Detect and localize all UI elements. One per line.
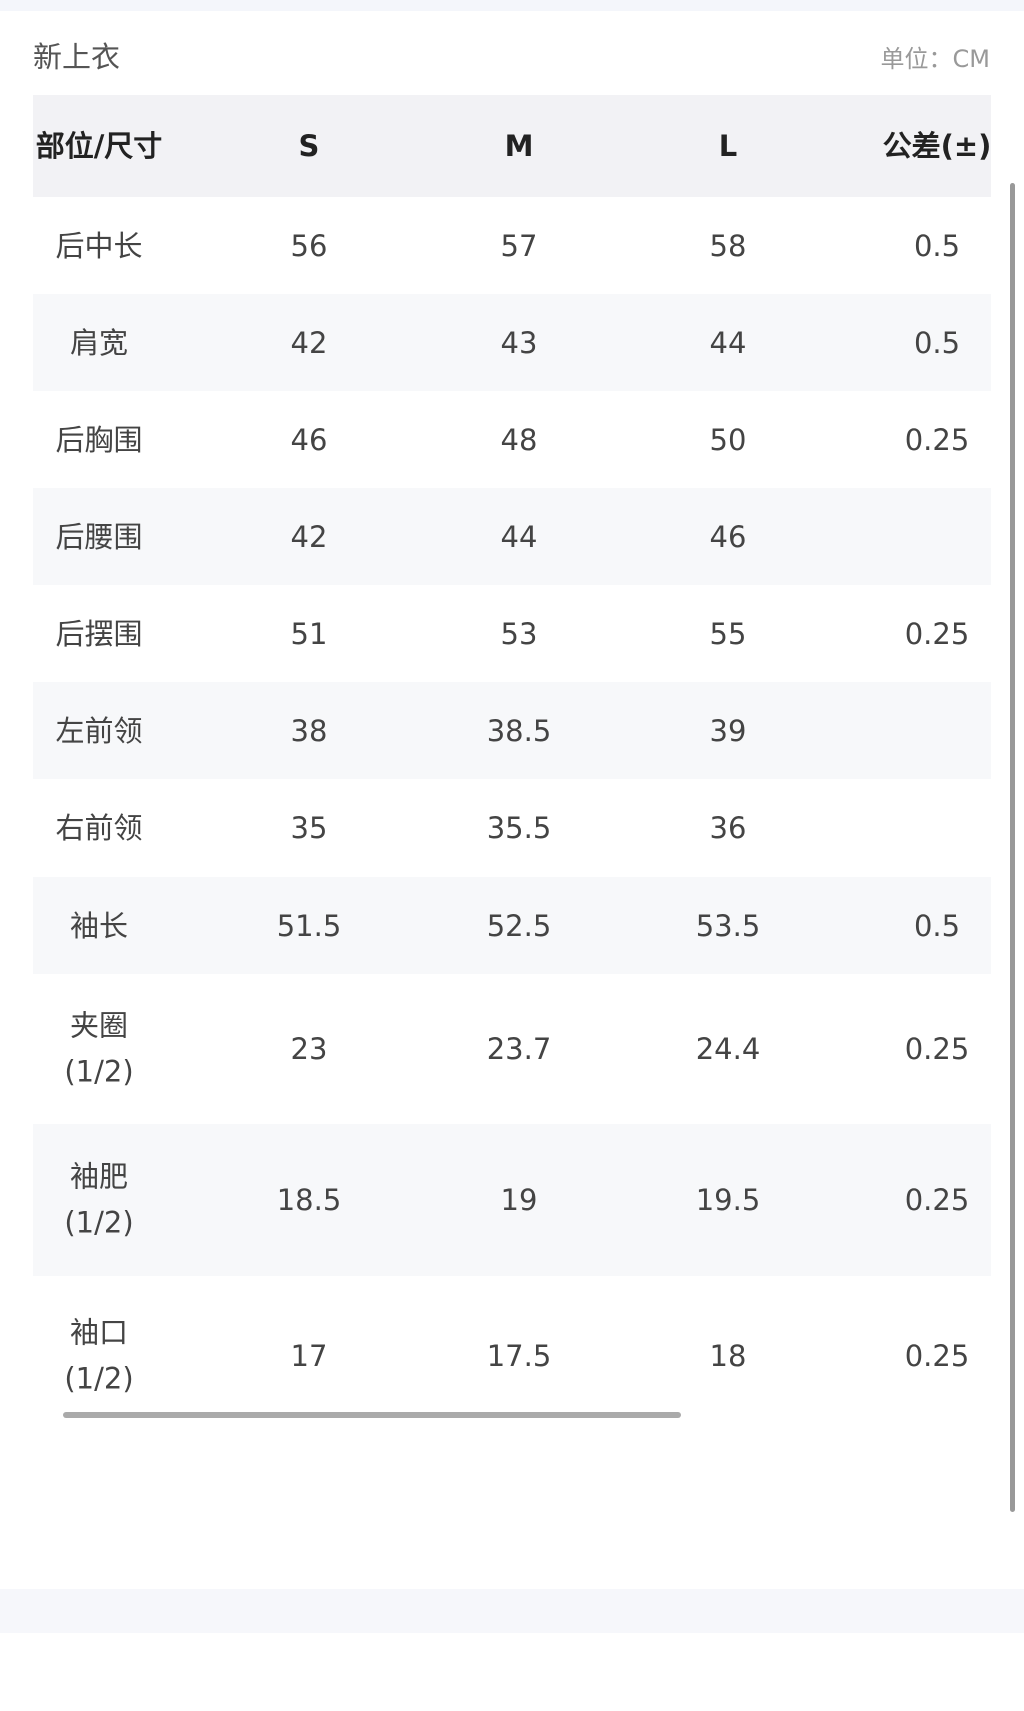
header-row: 部位/尺寸 S M L 公差(±)	[33, 95, 991, 197]
table-cell: 44	[500, 519, 538, 554]
table-cell: 袖口 (1/2)	[64, 1315, 134, 1396]
column-header: 部位/尺寸	[35, 128, 163, 163]
top-strip	[0, 0, 1024, 11]
table-cell: 51	[290, 616, 328, 651]
table-cell: 0.25	[904, 422, 970, 457]
table-row: 后摆围 51 53 55 0.25	[33, 585, 991, 682]
table-cell: 35	[290, 810, 328, 845]
table-cell: 42	[290, 325, 328, 360]
table-cell: 0.5	[913, 228, 961, 263]
table-cell: 后胸围	[55, 422, 143, 457]
table-cell: 18.5	[276, 1182, 342, 1217]
table-cell: 后摆围	[55, 616, 143, 651]
table-cell: 后腰围	[55, 519, 143, 554]
bottom-band	[0, 1589, 1024, 1633]
table-row: 袖口 (1/2) 17 17.5 18 0.25	[33, 1276, 991, 1435]
table-cell: 夹圈 (1/2)	[64, 1008, 134, 1089]
table-cell: 51.5	[276, 908, 342, 943]
table-row: 夹圈 (1/2) 23 23.7 24.4 0.25	[33, 974, 991, 1124]
table-cell: 0.25	[904, 1031, 970, 1066]
column-header: L	[718, 128, 738, 163]
table-cell: 后中长	[55, 228, 143, 263]
table-row: 袖肥 (1/2) 18.5 19 19.5 0.25	[33, 1124, 991, 1276]
table-row: 袖长 51.5 52.5 53.5 0.5	[33, 877, 991, 974]
column-header: 公差(±)	[882, 128, 991, 163]
table-cell: 57	[500, 228, 538, 263]
table-cell: 39	[709, 713, 747, 748]
table-cell: 0.5	[913, 908, 961, 943]
table-cell: 17	[290, 1338, 328, 1373]
table-cell: 44	[709, 325, 747, 360]
table-cell: 43	[500, 325, 538, 360]
table-cell: 50	[709, 422, 747, 457]
table-cell: 左前领	[55, 713, 143, 748]
column-header: S	[298, 128, 320, 163]
table-cell: 55	[709, 616, 747, 651]
table-cell: 48	[500, 422, 538, 457]
unit: 单位：CM	[880, 45, 990, 73]
table-cell: 42	[290, 519, 328, 554]
table-cell: 38	[290, 713, 328, 748]
column-header: M	[504, 128, 534, 163]
table-cell: 0.5	[913, 325, 961, 360]
table-cell: 右前领	[55, 810, 143, 845]
table-cell: 0.25	[904, 1182, 970, 1217]
table-cell: 23.7	[486, 1031, 552, 1066]
table-cell: 24.4	[695, 1031, 761, 1066]
size-table: 部位/尺寸 S M L 公差(±) 后中长 56 57 58 0.5 肩宽 42 43 44 0.5 后胸围 4…	[33, 95, 991, 1435]
table-cell: 52.5	[486, 908, 552, 943]
table-cell: 袖长	[69, 908, 129, 943]
table-cell: 23	[290, 1031, 328, 1066]
title: 新上衣	[33, 40, 121, 74]
table-row: 肩宽 42 43 44 0.5	[33, 294, 991, 391]
table-cell: 0.25	[904, 616, 970, 651]
table-cell: 肩宽	[69, 325, 129, 360]
table-cell: 38.5	[486, 713, 552, 748]
table-row: 后胸围 46 48 50 0.25	[33, 391, 991, 488]
table-row: 后腰围 42 44 46	[33, 488, 991, 585]
h-scrollbar	[63, 1412, 681, 1418]
table-cell: 18	[709, 1338, 747, 1373]
table-cell: 36	[709, 810, 747, 845]
table-cell: 0.25	[904, 1338, 970, 1373]
table-cell: 58	[709, 228, 747, 263]
v-scrollbar	[1010, 183, 1015, 1512]
table-cell: 46	[709, 519, 747, 554]
table-cell: 53	[500, 616, 538, 651]
table-cell: 46	[290, 422, 328, 457]
table-cell: 35.5	[486, 810, 552, 845]
table-cell: 19	[500, 1182, 538, 1217]
table-cell: 17.5	[486, 1338, 552, 1373]
table-cell: 56	[290, 228, 328, 263]
table-cell: 袖肥 (1/2)	[64, 1159, 134, 1240]
table-cell: 53.5	[695, 908, 761, 943]
table-cell: 19.5	[695, 1182, 761, 1217]
table-row: 后中长 56 57 58 0.5	[33, 197, 991, 294]
table-row: 左前领 38 38.5 39	[33, 682, 991, 779]
table-row: 右前领 35 35.5 36	[33, 779, 991, 877]
